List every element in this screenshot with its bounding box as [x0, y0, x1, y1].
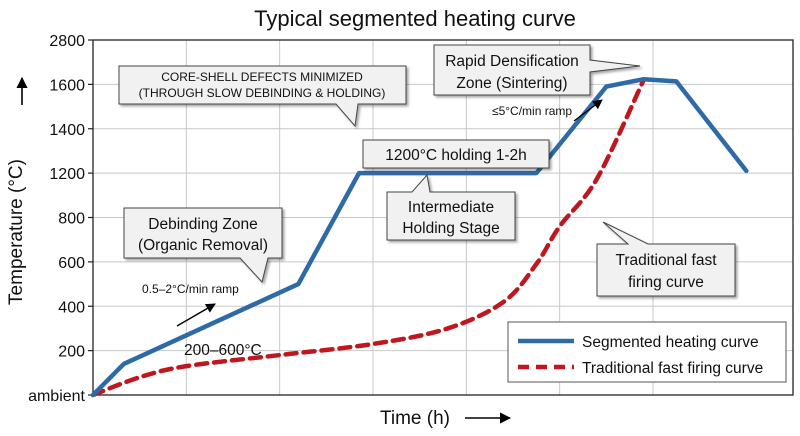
legend: Segmented heating curve Traditional fast …: [507, 321, 787, 383]
segmented-curve-line: [90, 76, 749, 398]
ramp-slow-label: 0.5–2°C/min ramp: [142, 282, 239, 296]
callout-traditional-line2: firing curve: [628, 274, 704, 291]
y-tick-label: 1600: [49, 77, 85, 94]
callout-intermediate: [386, 173, 516, 241]
ramp-slow-arrow: [176, 303, 216, 327]
callout-holding-box: [362, 139, 550, 169]
x-axis-title-group: Time (h): [380, 408, 512, 429]
callout-intermediate-box: [386, 173, 516, 241]
callout-debinding: [123, 207, 283, 284]
callout-core-shell-line1: CORE-SHELL DEFECTS MINIMIZED: [161, 70, 363, 84]
legend-label: Segmented heating curve: [582, 334, 759, 351]
y-tick-label: 600: [58, 255, 85, 272]
series-layer: [90, 76, 749, 398]
y-axis-ticks: ambient 200 400 600 800 1200 1400 1600 2800: [28, 33, 93, 405]
callout-core-shell-line2: (THROUGH SLOW DEBINDING & HOLDING): [139, 86, 386, 100]
legend-box: [507, 321, 787, 383]
y-tick-label: 1200: [49, 166, 85, 183]
chart-title: Typical segmented heating curve: [254, 6, 576, 31]
callout-debinding-line2: (Organic Removal): [138, 237, 268, 254]
y-tick-label: 200: [58, 344, 85, 361]
callout-traditional-line1: Traditional fast: [615, 252, 717, 269]
callout-core-shell-box: [118, 65, 407, 128]
callout-debinding-box: [123, 207, 283, 284]
range-label: 200–600°C: [184, 342, 262, 359]
y-tick-label: ambient: [28, 388, 85, 405]
y-tick-label: 2800: [49, 33, 85, 50]
callout-rapid-box: [433, 44, 641, 96]
callout-holding-text: 1200°C holding 1-2h: [385, 147, 527, 164]
y-tick-label: 400: [58, 299, 85, 316]
callout-holding: [362, 139, 550, 169]
callout-rapid: [433, 44, 641, 96]
callout-traditional: [596, 221, 736, 297]
ramp-fast-label: ≤5°C/min ramp: [492, 104, 572, 118]
ramp-fast-arrow: [573, 99, 603, 122]
callout-rapid-line1: Rapid Densification: [445, 53, 579, 70]
y-axis-title-group: Temperature (°C): [6, 76, 28, 305]
y-tick-label: 800: [58, 211, 85, 228]
callout-rapid-line2: Zone (Sintering): [456, 75, 567, 92]
callout-intermediate-line1: Intermediate: [408, 199, 494, 216]
x-axis-title: Time (h): [380, 408, 450, 429]
y-tick-label: 1400: [49, 122, 85, 139]
traditional-curve-line: [90, 77, 646, 398]
callout-debinding-line1: Debinding Zone: [148, 216, 257, 233]
callout-traditional-box: [596, 221, 736, 297]
legend-label: Traditional fast firing curve: [582, 360, 763, 377]
callout-intermediate-line2: Holding Stage: [402, 220, 499, 237]
callout-core-shell: [118, 65, 407, 128]
y-axis-title: Temperature (°C): [6, 159, 27, 305]
